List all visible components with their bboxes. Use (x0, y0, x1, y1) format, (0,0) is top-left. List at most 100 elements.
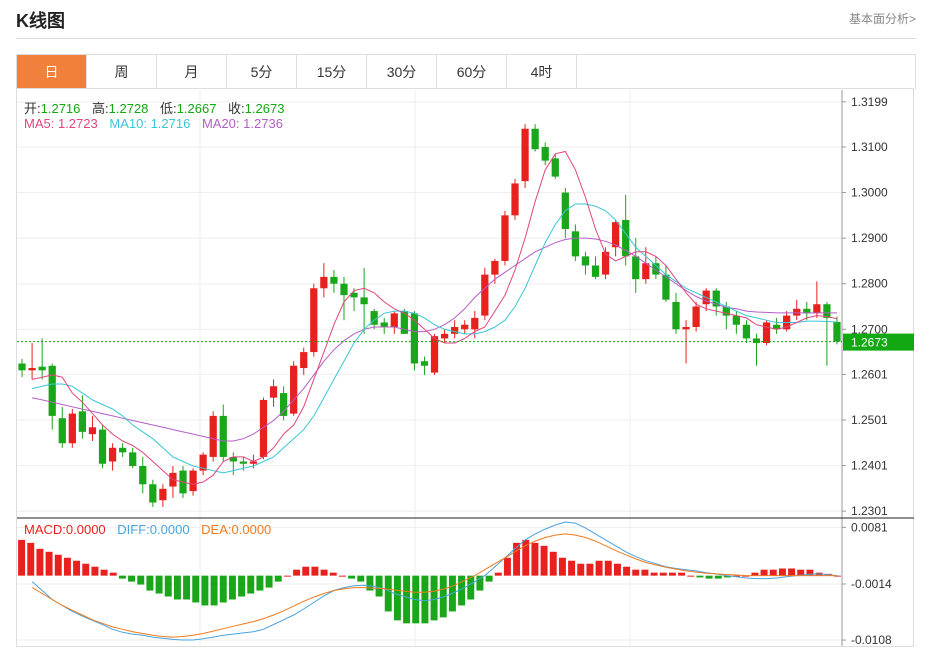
candle-body (78, 411, 87, 432)
ohlc-info: 开:1.2716 高:1.2728 低:1.2667 收:1.2673 (24, 98, 292, 117)
macd-bar (155, 575, 163, 594)
macd-bar (568, 560, 576, 576)
diff-label: DIFF: (117, 522, 150, 537)
macd-bar (265, 575, 273, 588)
macd-label: MACD: (24, 522, 66, 537)
macd-bar (714, 575, 722, 579)
candle-body (722, 306, 730, 316)
price-tick-label: 1.2501 (851, 413, 888, 427)
candle-body (521, 128, 529, 182)
dea-value: 0.0000 (231, 522, 272, 537)
candle-body (189, 470, 197, 492)
dea-info-item: DEA:0.0000 (201, 522, 275, 537)
dea-label: DEA: (201, 522, 232, 537)
macd-bar (201, 575, 209, 606)
candle-body (139, 466, 147, 485)
ma10-line (31, 203, 838, 474)
diff-line (31, 521, 838, 641)
macd-bar (687, 575, 695, 577)
candle-body (622, 219, 630, 257)
macd-bar (650, 572, 658, 576)
close-label: 收: (228, 101, 245, 116)
macd-bar (109, 572, 117, 576)
macd-bar (788, 568, 796, 576)
candle-body (149, 484, 157, 503)
macd-bar (247, 575, 255, 594)
candle-body (360, 297, 368, 305)
candle-body (772, 324, 781, 330)
macd-bar (274, 575, 282, 582)
macd-bar (623, 566, 631, 576)
candle-body (88, 427, 97, 435)
chart-frame (16, 88, 914, 647)
candle-body (833, 322, 841, 342)
candle-body (370, 311, 378, 325)
macd-bar (256, 575, 264, 591)
ma10-value: 1.2716 (150, 116, 191, 131)
candle-body (119, 447, 127, 453)
macd-bar (751, 572, 759, 576)
candle-body (672, 301, 680, 330)
tab-day[interactable]: 日 (17, 55, 87, 89)
macd-bar (485, 575, 493, 582)
macd-bar (696, 575, 704, 578)
tab-month[interactable]: 月 (157, 55, 227, 89)
candle-body (239, 461, 247, 464)
fundamental-analysis-link[interactable]: 基本面分析> (848, 12, 916, 26)
macd-info: MACD:0.0000 DIFF:0.0000 DEA:0.0000 (24, 522, 279, 537)
macd-bar (219, 575, 227, 603)
macd-bar (128, 575, 136, 582)
macd-bar (73, 560, 81, 576)
tab-30min[interactable]: 30分 (367, 55, 437, 89)
tab-4hour[interactable]: 4时 (507, 55, 577, 89)
tab-week[interactable]: 周 (87, 55, 157, 89)
tab-15min[interactable]: 15分 (297, 55, 367, 89)
price-tick-label: 1.2900 (851, 231, 888, 245)
macd-bar (604, 560, 612, 576)
page-header: K线图 基本面分析> (16, 0, 916, 39)
macd-bar (54, 554, 62, 576)
candle-body (471, 317, 479, 330)
ma20-value: 1.2736 (243, 116, 283, 131)
macd-bar (513, 542, 521, 576)
tab-60min[interactable]: 60分 (437, 55, 507, 89)
candle-body (18, 363, 26, 371)
candle-body (269, 386, 278, 398)
page-title: K线图 (16, 11, 65, 31)
last-price-tag (843, 333, 914, 351)
macd-bar (384, 575, 392, 612)
last-price-label: 1.2673 (851, 336, 888, 350)
macd-bar (375, 575, 383, 597)
tab-5min[interactable]: 5分 (227, 55, 297, 89)
macd-bar (467, 575, 475, 600)
candle-body (38, 366, 46, 371)
macd-bar (540, 545, 548, 576)
macd-value: 0.0000 (65, 522, 106, 537)
candle-body (491, 260, 499, 275)
candle-body (340, 283, 348, 296)
candle-body (68, 413, 76, 444)
macd-info-item: MACD:0.0000 (24, 522, 110, 537)
close-value: 1.2673 (244, 101, 285, 116)
price-tick-label: 1.2301 (851, 504, 888, 518)
macd-bar (659, 572, 667, 576)
ma5-info: MA5: 1.2723 (24, 116, 102, 131)
ma10-info: MA10: 1.2716 (109, 116, 194, 131)
macd-bar (36, 548, 44, 576)
macd-bar (100, 569, 108, 576)
candle-body (581, 256, 590, 266)
candle-body (662, 274, 670, 300)
diff-info-item: DIFF:0.0000 (117, 522, 193, 537)
macd-bar (595, 560, 603, 576)
candle-body (390, 313, 398, 328)
macd-bar (146, 575, 154, 591)
macd-bar (357, 575, 365, 582)
macd-bar (549, 551, 557, 576)
ma5-line (31, 150, 838, 485)
candle-body (310, 288, 318, 353)
macd-bar (522, 539, 530, 576)
macd-bar (311, 566, 319, 576)
candle-body (601, 251, 610, 275)
macd-bar (558, 557, 566, 576)
